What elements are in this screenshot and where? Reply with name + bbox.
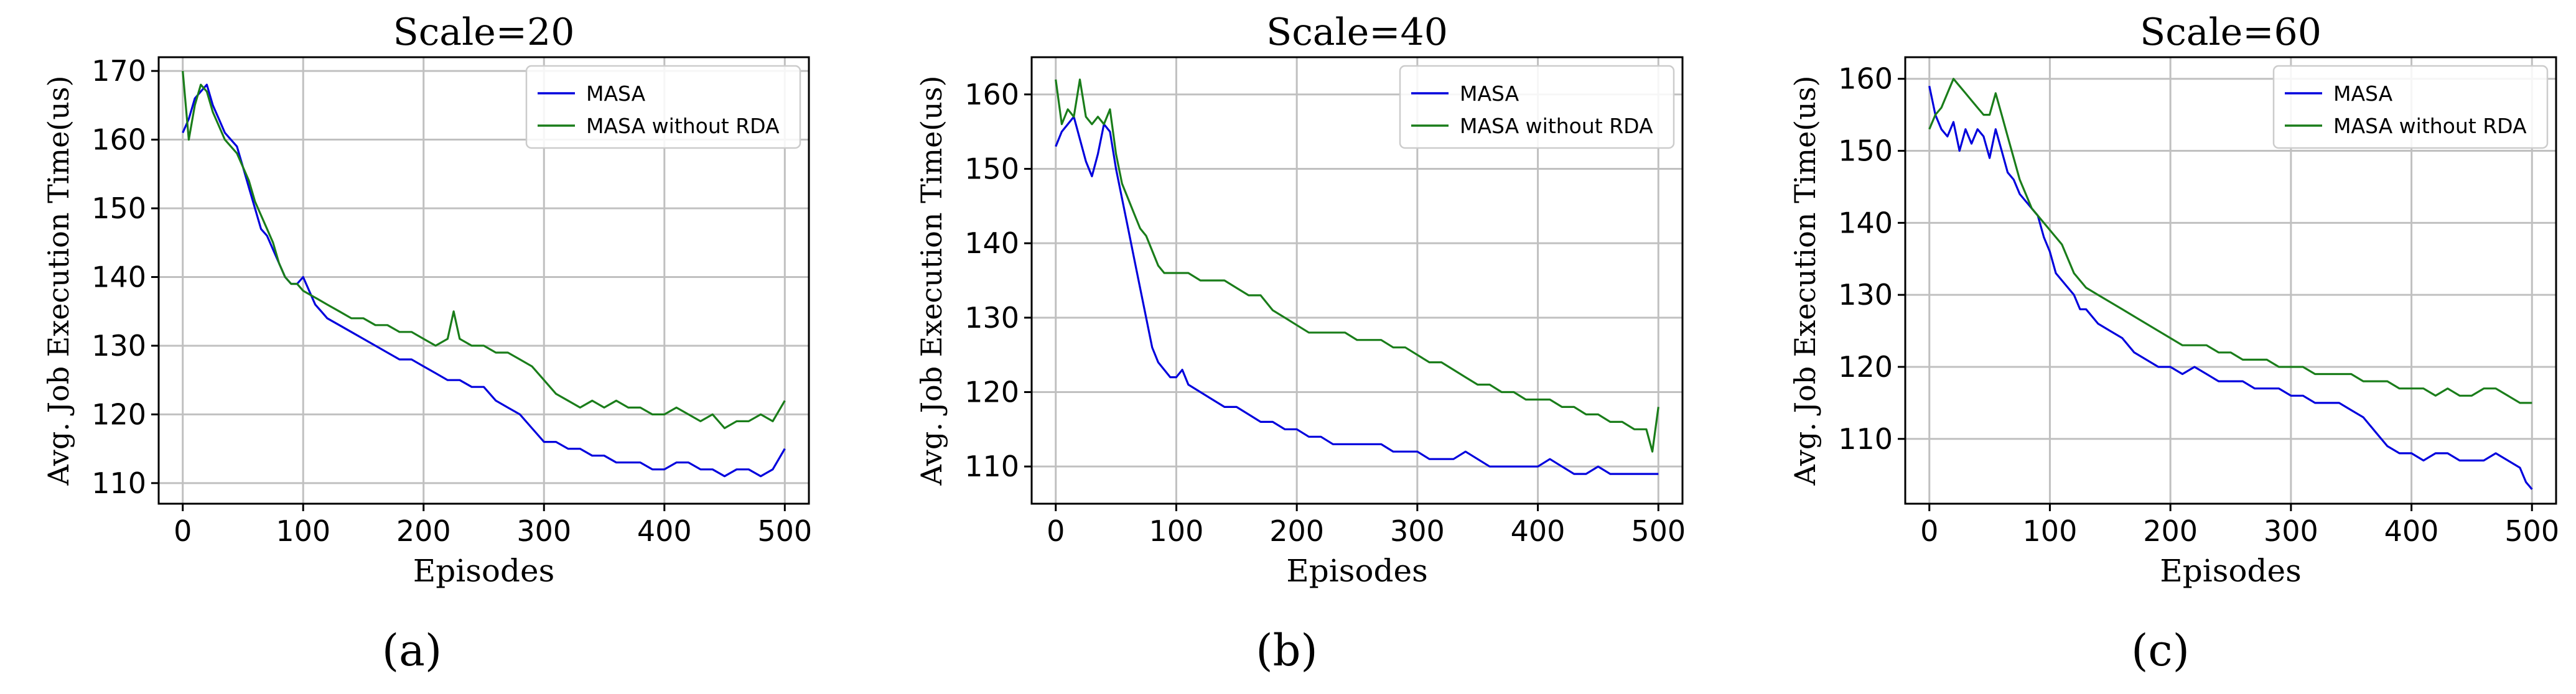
chart-title: Scale=60 [2140, 11, 2322, 54]
x-tick-label: 100 [2023, 514, 2078, 548]
legend: MASA MASA without RDA [2272, 65, 2549, 149]
series-line-masa-without-rda [1928, 78, 2532, 404]
y-tick-label: 160 [91, 123, 146, 157]
panel-label: (b) [1256, 625, 1317, 676]
chart-title: Scale=20 [393, 11, 575, 54]
y-tick-label: 170 [91, 54, 146, 88]
y-tick-label: 130 [964, 301, 1019, 335]
x-tick-label: 100 [1149, 514, 1204, 548]
x-tick-label: 300 [1390, 514, 1445, 548]
legend-label: MASA [586, 81, 646, 106]
x-axis-label: Episodes [1286, 553, 1428, 589]
y-axis-label: Avg. Job Execution Time(us) [1788, 76, 1822, 486]
legend-label: MASA without RDA [1460, 114, 1653, 138]
legend-label: MASA [2333, 81, 2393, 106]
y-tick-label: 120 [1838, 350, 1893, 384]
legend-label: MASA [1460, 81, 1519, 106]
y-tick-label: 150 [1838, 134, 1893, 168]
y-tick-label: 130 [91, 329, 146, 363]
y-tick-label: 160 [1838, 62, 1893, 96]
x-tick-label: 500 [1631, 514, 1686, 548]
x-tick-label: 100 [276, 514, 330, 548]
plot-frame [157, 56, 810, 505]
x-tick-label: 200 [396, 514, 451, 548]
y-axis-label: Avg. Job Execution Time(us) [915, 76, 948, 486]
legend-box [1399, 65, 1675, 149]
legend-box [2272, 65, 2549, 149]
y-tick-label: 110 [91, 466, 146, 500]
chart-panel-3: 0 100 200 300 400 500 110 120 130 140 150 160 Scale=… [1788, 11, 2559, 676]
x-tick-label: 200 [1269, 514, 1324, 548]
y-axis-label: Avg. Job Execution Time(us) [42, 76, 75, 486]
x-axis-label: Episodes [413, 553, 555, 589]
y-tick-label: 140 [964, 226, 1019, 260]
y-tick-label: 130 [1838, 278, 1893, 312]
legend-label: MASA without RDA [586, 114, 780, 138]
y-tick-label: 110 [1838, 422, 1893, 456]
x-tick-label: 0 [174, 514, 192, 548]
y-tick-label: 110 [964, 450, 1019, 483]
y-tick-label: 150 [964, 152, 1019, 186]
legend-label: MASA without RDA [2333, 114, 2527, 138]
plot-frame [1030, 56, 1684, 505]
y-tick-label: 140 [1838, 206, 1893, 239]
series-line-masa [1928, 85, 2533, 490]
legend: MASA MASA without RDA [1399, 65, 1675, 149]
y-tick-label: 160 [964, 78, 1019, 111]
x-tick-label: 0 [1920, 514, 1938, 548]
series-line-masa-without-rda [182, 70, 786, 430]
legend: MASA MASA without RDA [525, 65, 801, 149]
x-tick-label: 200 [2143, 514, 2198, 548]
y-tick-label: 140 [91, 260, 146, 294]
chart-panel-1: 0 100 200 300 400 500 110 120 130 140 150 160 170 Sca… [42, 11, 812, 676]
y-tick-label: 120 [91, 397, 146, 431]
series-line-masa-without-rda [1055, 78, 1659, 453]
x-tick-label: 300 [2264, 514, 2318, 548]
x-tick-label: 0 [1047, 514, 1065, 548]
x-tick-label: 500 [2504, 514, 2559, 548]
y-tick-label: 120 [964, 376, 1019, 409]
panel-label: (a) [382, 625, 442, 676]
x-axis-label: Episodes [2160, 553, 2302, 589]
series-line-masa [1055, 116, 1659, 475]
chart-panel-2: 0 100 200 300 400 500 110 120 130 140 150 160 Scale=… [915, 11, 1686, 676]
legend-box [525, 65, 801, 149]
y-tick-label: 150 [91, 192, 146, 225]
x-tick-label: 500 [757, 514, 812, 548]
x-tick-label: 400 [1511, 514, 1566, 548]
panel-label: (c) [2131, 625, 2190, 676]
chart-title: Scale=40 [1266, 11, 1448, 54]
x-tick-label: 400 [2384, 514, 2439, 548]
plot-frame [1904, 56, 2557, 505]
x-tick-label: 400 [637, 514, 692, 548]
x-tick-label: 300 [516, 514, 571, 548]
